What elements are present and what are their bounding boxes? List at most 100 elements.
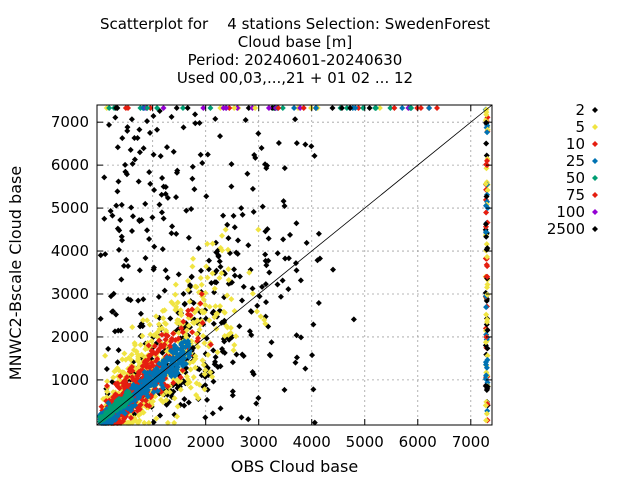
data-point (121, 350, 128, 357)
data-point (171, 395, 178, 402)
data-point (329, 105, 336, 112)
data-point (143, 402, 150, 409)
data-point (156, 201, 163, 208)
data-point (211, 285, 218, 292)
data-point (263, 299, 270, 306)
data-point (225, 276, 232, 283)
data-point (484, 291, 491, 298)
data-point (184, 105, 191, 112)
data-point (226, 105, 233, 112)
data-point (281, 165, 288, 172)
data-point (189, 175, 196, 182)
data-point (122, 168, 129, 175)
data-point (484, 157, 491, 164)
data-point (158, 331, 165, 338)
data-point (282, 255, 289, 262)
data-point (157, 412, 164, 419)
data-point (297, 277, 304, 284)
data-point (197, 300, 204, 307)
data-point (221, 309, 228, 316)
data-point (196, 381, 203, 388)
data-point (163, 396, 170, 403)
data-point (145, 342, 152, 349)
data-point (147, 180, 154, 187)
data-point (187, 312, 194, 319)
data-point (162, 267, 169, 274)
data-point (127, 407, 134, 414)
legend-marker (592, 141, 598, 147)
legend-marker (592, 209, 598, 215)
data-point (136, 126, 143, 133)
data-point (201, 386, 208, 393)
data-point (482, 221, 489, 228)
data-point (103, 365, 110, 372)
data-point (293, 332, 300, 339)
data-point (155, 293, 162, 300)
data-point (127, 414, 134, 421)
legend-label: 10 (566, 135, 585, 153)
data-point (188, 273, 195, 280)
data-point (114, 406, 121, 413)
data-point (119, 237, 126, 244)
data-point (484, 253, 491, 260)
data-point (203, 193, 210, 200)
data-point (227, 324, 234, 331)
data-point (201, 371, 208, 378)
data-point (122, 394, 129, 401)
data-point (347, 105, 354, 112)
data-point (253, 308, 260, 315)
data-point (200, 105, 207, 112)
data-point (483, 261, 490, 268)
data-point (204, 240, 211, 247)
data-point (266, 269, 273, 276)
data-point (240, 283, 247, 290)
data-point (399, 105, 406, 112)
data-point (310, 386, 317, 393)
data-point (149, 348, 156, 355)
data-point (484, 129, 491, 136)
data-point (219, 345, 226, 352)
data-point (262, 320, 269, 327)
data-point (253, 400, 260, 407)
data-point (238, 205, 245, 212)
data-point (169, 355, 176, 362)
data-point (185, 307, 192, 314)
data-point (483, 417, 490, 424)
data-point (213, 249, 220, 256)
data-point (199, 357, 206, 364)
data-point (228, 183, 235, 190)
data-point (217, 303, 224, 310)
y-tick-label: 5000 (51, 199, 89, 217)
data-point (233, 351, 240, 358)
y-tick-label: 7000 (51, 113, 89, 131)
data-point (229, 359, 236, 366)
data-point (114, 359, 121, 366)
data-point (114, 400, 121, 407)
data-point (162, 332, 169, 339)
data-point (128, 363, 135, 370)
data-point (151, 187, 158, 194)
data-point (153, 313, 160, 320)
data-point (158, 191, 165, 198)
data-point (167, 315, 174, 322)
data-point (426, 105, 433, 112)
data-point (185, 234, 192, 241)
data-point (151, 264, 158, 271)
data-point (181, 300, 188, 307)
data-point (172, 291, 179, 298)
data-point (195, 245, 202, 252)
data-point (154, 388, 161, 395)
data-point (177, 307, 184, 314)
data-point (220, 212, 227, 219)
data-point (191, 186, 198, 193)
data-point (146, 364, 153, 371)
data-point (135, 297, 142, 304)
data-point (129, 228, 136, 235)
data-point (97, 252, 104, 259)
data-point (107, 207, 114, 214)
data-point (180, 290, 187, 297)
data-point (110, 290, 117, 297)
data-point (217, 405, 224, 412)
data-point (300, 105, 307, 112)
data-point (220, 105, 227, 112)
